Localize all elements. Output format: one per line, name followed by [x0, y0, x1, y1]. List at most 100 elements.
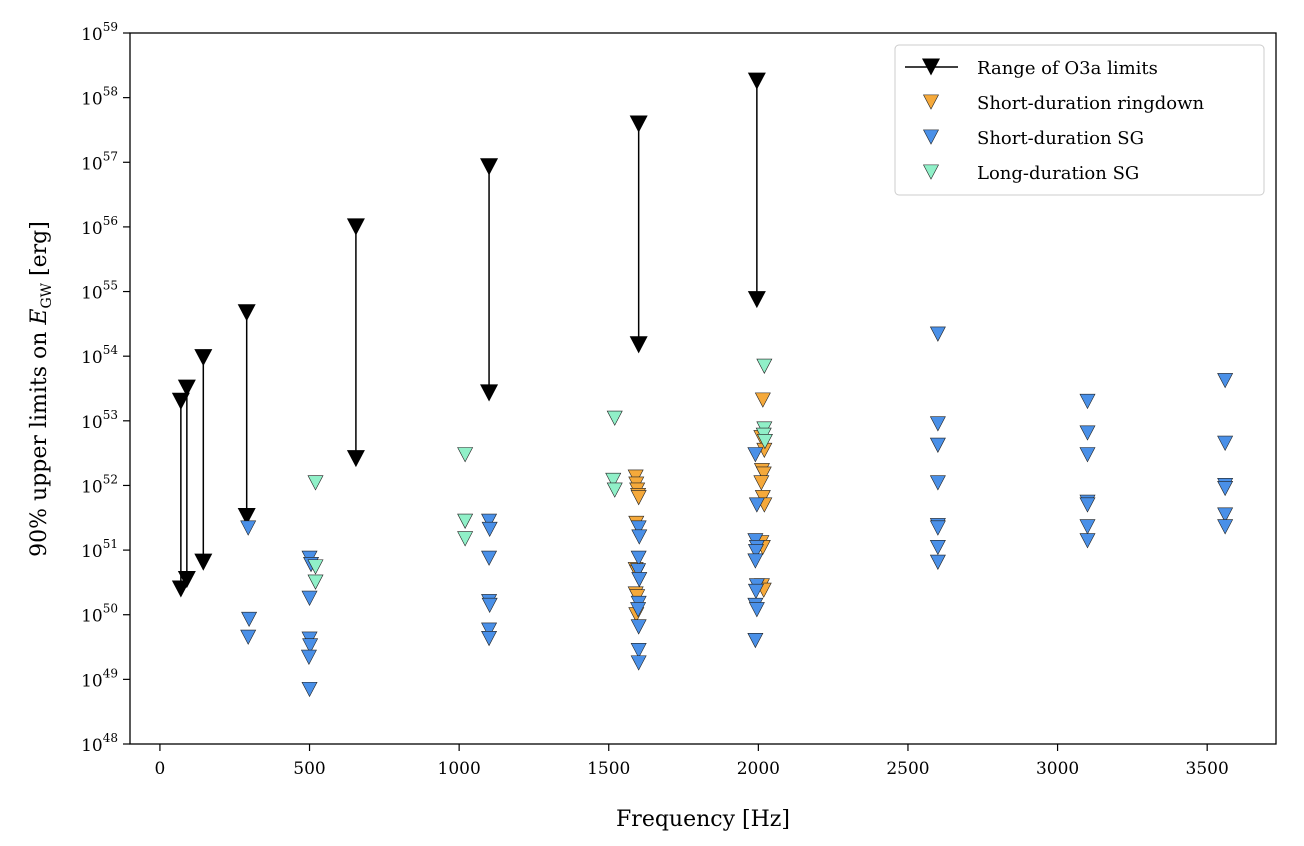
y-tick-exponent: 52: [103, 472, 118, 486]
short-sg-point: [748, 602, 765, 618]
y-tick-label: 1053: [81, 408, 118, 433]
range-marker-upper: [346, 218, 365, 236]
short-sg-point: [747, 544, 764, 560]
short-sg-point: [631, 529, 648, 545]
short-sg-point: [1217, 373, 1234, 389]
long-sg-point: [457, 531, 474, 547]
short-sg-point: [747, 583, 764, 600]
y-tick-label: 1057: [81, 149, 118, 174]
y-tick-label: 1058: [81, 85, 118, 110]
long-sg-point: [606, 410, 623, 426]
y-tick-exponent: 57: [103, 149, 118, 163]
y-axis-title: 90% upper limits on EGW [erg]: [27, 221, 55, 557]
long-sg-point: [457, 513, 474, 529]
range-marker-upper: [177, 379, 196, 397]
long-sg-point: [307, 559, 324, 575]
y-tick-base: 10: [81, 90, 103, 110]
short-sg-point: [1079, 393, 1096, 410]
y-tick-base: 10: [81, 607, 103, 627]
short-sg-point: [1079, 447, 1096, 463]
x-tick-label: 0: [155, 759, 166, 779]
ringdown-point: [755, 466, 772, 482]
range-marker-lower: [480, 384, 499, 402]
long-sg-point: [756, 433, 773, 450]
x-tick-label: 2000: [737, 759, 780, 779]
y-tick-base: 10: [81, 25, 103, 45]
short-sg-point: [929, 437, 946, 453]
short-sg-point: [302, 638, 319, 654]
y-tick-base: 10: [81, 736, 103, 756]
y-tick-label: 1056: [81, 214, 118, 239]
short-sg-point: [1079, 497, 1096, 513]
y-tick-label: 1054: [81, 343, 118, 368]
y-tick-base: 10: [81, 154, 103, 174]
short-sg-point: [929, 475, 946, 491]
short-sg-point: [481, 630, 498, 647]
short-sg-point: [747, 633, 764, 649]
short-sg-point: [929, 539, 946, 556]
long-sg-point: [307, 475, 324, 491]
short-sg-point: [481, 513, 498, 529]
short-sg-point: [929, 520, 946, 536]
range-marker-upper: [629, 115, 648, 133]
x-tick-label: 500: [293, 759, 325, 779]
short-sg-point: [300, 649, 317, 665]
short-sg-point: [481, 597, 498, 614]
x-tick-label: 3500: [1186, 759, 1229, 779]
range-marker-lower: [629, 336, 648, 354]
short-sg-point: [631, 572, 648, 588]
short-sg-point: [630, 619, 647, 635]
short-sg-point: [240, 629, 257, 645]
ringdown-point: [630, 490, 647, 506]
short-sg-point: [929, 326, 946, 342]
legend-markers: [905, 58, 958, 180]
short-sg-point: [630, 520, 647, 536]
short-sg-point: [747, 447, 764, 463]
long-sg-point: [606, 482, 623, 498]
y-tick-exponent: 59: [103, 20, 118, 34]
y-tick-exponent: 50: [103, 602, 118, 616]
short-sg-point: [630, 643, 647, 659]
short-sg-point: [929, 416, 946, 432]
axis-ticks: 0 500 1000 1500 2000 2500 3000 3500104810491050…: [81, 20, 1229, 779]
y-tick-base: 10: [81, 671, 103, 691]
range-marker-upper: [171, 392, 190, 410]
short-sg-point: [1079, 533, 1096, 549]
range-marker-upper: [194, 349, 213, 367]
short-sg-point: [748, 497, 765, 513]
y-tick-label: 1050: [81, 602, 118, 627]
short-sg-point: [1217, 507, 1234, 523]
y-tick-base: 10: [81, 219, 103, 239]
legend-short-sg-marker: [923, 129, 939, 145]
range-marker-lower: [237, 508, 256, 526]
x-tick-label: 3000: [1036, 759, 1079, 779]
short-sg-point: [1217, 435, 1234, 452]
ringdown-point: [753, 475, 770, 491]
legend-ringdown-marker: [923, 94, 939, 110]
short-sg-point: [747, 553, 764, 569]
short-sg-point: [1079, 425, 1096, 441]
short-sg-point: [241, 611, 258, 628]
y-axis-title-suffix: [erg]: [27, 221, 52, 283]
y-axis-title-prefix: 90% upper limits on: [27, 325, 52, 557]
short-sg-point: [1079, 519, 1096, 535]
short-sg-point: [240, 520, 257, 536]
short-sg-point: [1217, 519, 1234, 535]
range-marker-lower: [346, 450, 365, 468]
y-tick-label: 1049: [81, 666, 118, 691]
y-tick-exponent: 58: [103, 85, 118, 99]
y-tick-label: 1059: [81, 20, 118, 45]
long-sg-point: [756, 358, 773, 374]
legend-label-short-sg: Short-duration SG: [977, 128, 1144, 149]
range-marker-lower: [747, 291, 766, 309]
y-axis-title-symbol: E: [27, 309, 52, 326]
x-tick-label: 2500: [886, 759, 929, 779]
y-tick-exponent: 56: [103, 214, 118, 228]
y-tick-exponent: 55: [103, 279, 118, 293]
legend-label-long-sg: Long-duration SG: [977, 163, 1139, 184]
x-tick-label: 1000: [438, 759, 481, 779]
long-sg-point: [605, 472, 622, 489]
legend-box: [894, 44, 1265, 196]
range-marker-lower: [194, 553, 213, 571]
y-tick-label: 1048: [81, 731, 118, 756]
